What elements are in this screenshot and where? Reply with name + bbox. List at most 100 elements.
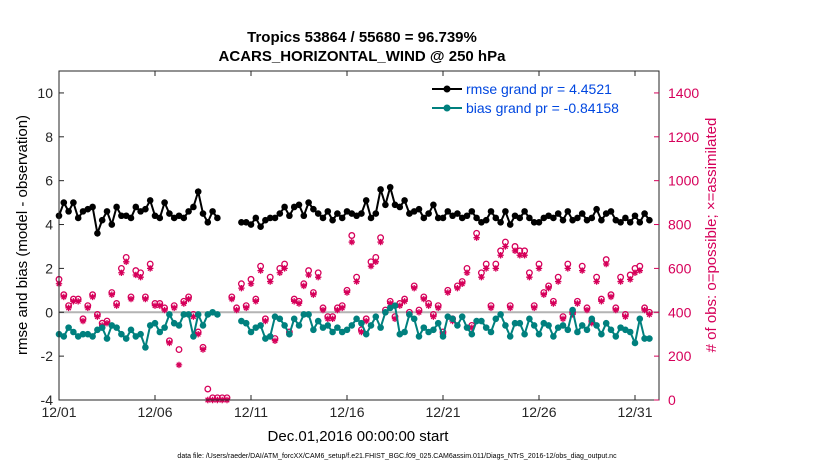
bias-point — [646, 335, 653, 342]
obs-assimilated-marker — [511, 247, 519, 255]
y-left-tick-label: 6 — [45, 173, 53, 189]
obs-assimilated-marker — [468, 324, 475, 331]
obs-assimilated-marker — [358, 328, 365, 336]
obs-assimilated-marker — [579, 267, 586, 274]
bias-point — [641, 335, 648, 342]
bias-point — [401, 328, 408, 336]
obs-assimilated-marker — [420, 295, 427, 303]
bias-point — [420, 324, 428, 331]
rmse-point — [434, 214, 442, 222]
bias-point — [473, 317, 480, 325]
rmse-point — [98, 216, 106, 224]
obs-assimilated-marker — [310, 291, 317, 298]
legend-rmse-marker — [443, 85, 451, 93]
y-right-tick-label: 400 — [668, 304, 692, 320]
obs-assimilated-marker — [175, 361, 183, 369]
obs-assimilated-marker — [588, 320, 595, 327]
obs-assimilated-marker — [497, 252, 504, 259]
obs-assimilated-marker — [247, 280, 255, 287]
bias-point — [607, 326, 615, 334]
obs-assimilated-marker — [483, 265, 490, 272]
rmse-point — [578, 210, 586, 217]
rmse-point — [286, 212, 293, 220]
rmse-point — [401, 197, 408, 204]
bias-point — [185, 311, 192, 318]
obs-assimilated-marker — [367, 263, 375, 270]
obs-assimilated-marker — [161, 306, 168, 314]
rmse-point — [146, 197, 154, 204]
rmse-point — [266, 214, 274, 222]
rmse-point — [281, 203, 288, 211]
obs-possible-marker — [175, 346, 183, 354]
obs-assimilated-marker — [521, 252, 528, 259]
rmse-point — [329, 216, 336, 224]
rmse-point — [554, 210, 562, 217]
rmse-point — [598, 216, 605, 224]
bias-point — [281, 322, 288, 329]
bias-point — [166, 311, 173, 318]
obs-assimilated-marker — [459, 280, 466, 287]
rmse-point — [454, 210, 461, 217]
bias-point — [415, 333, 423, 340]
bias-point — [564, 326, 572, 334]
rmse-point — [295, 201, 303, 209]
obs-assimilated-marker — [257, 267, 264, 274]
rmse-point — [420, 214, 428, 222]
obs-assimilated-marker — [363, 317, 370, 325]
obs-assimilated-marker — [559, 315, 567, 323]
rmse-point — [636, 219, 644, 226]
rmse-point — [204, 219, 212, 226]
rmse-point — [238, 219, 245, 226]
bias-point — [257, 322, 264, 329]
rmse-point — [161, 199, 168, 206]
rmse-point — [377, 186, 384, 193]
y-right-tick-label: 0 — [668, 392, 676, 408]
obs-assimilated-marker — [411, 284, 418, 292]
obs-assimilated-marker — [324, 315, 331, 323]
obs-assimilated-marker — [641, 306, 648, 314]
obs-assimilated-marker — [60, 293, 67, 301]
bias-point — [569, 306, 576, 314]
obs-assimilated-marker — [387, 300, 394, 307]
obs-assimilated-marker — [574, 300, 581, 307]
bias-point — [367, 322, 375, 329]
rmse-point — [338, 214, 346, 222]
rmse-point — [257, 223, 264, 231]
bias-point — [266, 333, 274, 340]
obs-assimilated-marker — [267, 278, 274, 285]
rmse-point — [516, 214, 524, 222]
rmse-point — [617, 219, 624, 226]
obs-assimilated-marker — [137, 273, 144, 281]
obs-assimilated-marker — [593, 278, 600, 285]
rmse-point — [70, 199, 77, 206]
bias-point — [137, 330, 144, 338]
obs-assimilated-marker — [607, 293, 615, 301]
obs-assimilated-marker — [487, 304, 495, 312]
rmse-point — [209, 208, 216, 215]
rmse-point — [190, 203, 197, 211]
rmse-point — [113, 203, 120, 211]
rmse-point — [626, 219, 634, 226]
bias-point — [492, 315, 500, 323]
obs-possible-marker — [348, 232, 356, 239]
rmse-point — [521, 208, 528, 215]
rmse-point — [506, 221, 514, 228]
obs-assimilated-marker — [372, 258, 379, 266]
rmse-point — [415, 205, 423, 213]
y-right-tick-label: 200 — [668, 348, 692, 364]
obs-assimilated-marker — [123, 258, 130, 266]
obs-assimilated-marker — [89, 293, 96, 301]
obs-assimilated-marker — [502, 243, 509, 250]
legend-rmse-label: rmse grand pr = 4.4521 — [466, 81, 612, 97]
bias-point — [454, 322, 461, 329]
bias-point — [410, 315, 418, 323]
bias-point — [314, 317, 322, 325]
obs-assimilated-marker — [555, 278, 562, 285]
obs-assimilated-marker — [396, 302, 403, 309]
y-axis-left-label: rmse and bias (model - observation) — [14, 115, 31, 355]
rmse-point — [367, 214, 375, 222]
rmse-point — [444, 208, 452, 215]
obs-assimilated-marker — [84, 304, 91, 312]
obs-assimilated-marker — [646, 311, 653, 318]
bias-point — [161, 324, 168, 331]
